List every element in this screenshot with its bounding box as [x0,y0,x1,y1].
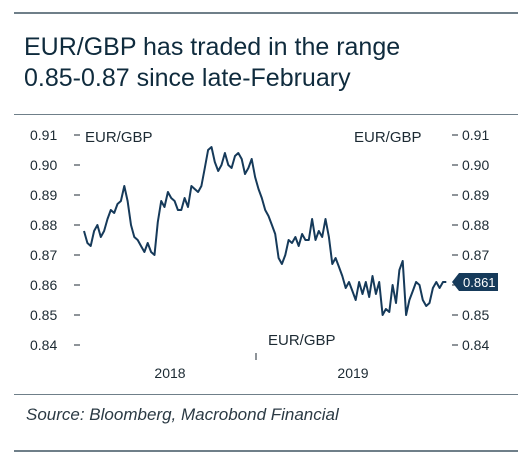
left-axis-label: EUR/GBP [85,129,153,146]
top-rule [14,12,518,14]
x-tick-label: 2018 [154,365,185,381]
x-tick-label: 2019 [337,365,368,381]
chart-card [14,12,518,453]
eurgbp-series-line [83,146,447,316]
right-axis-label: EUR/GBP [354,129,422,146]
right-axis: 0.840.850.860.870.880.890.900.91 [452,127,489,353]
left-tick-label: 0.85 [30,307,57,323]
left-tick-label: 0.91 [30,127,57,143]
left-tick-label: 0.84 [30,337,57,353]
right-tick-label: 0.88 [462,217,489,233]
right-tick-label: 0.91 [462,127,489,143]
left-tick-label: 0.89 [30,187,57,203]
last-value-badge-shape [452,273,498,291]
left-tick-label: 0.87 [30,247,57,263]
bottom-series-label: EUR/GBP [268,332,336,349]
right-tick-label: 0.90 [462,157,489,173]
last-value-badge: 0.861 [452,273,498,291]
chart-title-line-1: EUR/GBP has traded in the range [24,33,401,61]
left-tick-label: 0.88 [30,217,57,233]
left-tick-label: 0.86 [30,277,57,293]
title-divider [14,114,518,115]
source-note: Source: Bloomberg, Macrobond Financial [26,405,339,424]
right-tick-label: 0.89 [462,187,489,203]
right-tick-label: 0.84 [462,337,489,353]
source-divider [14,394,518,395]
last-value-label: 0.861 [463,275,496,290]
chart-title-line-2: 0.85-0.87 since late-February [24,64,351,92]
right-tick-label: 0.85 [462,307,489,323]
left-axis: 0.84 0.85 0.86 0.87 0.88 0.89 0.90 0.91 [30,127,80,353]
x-axis: 2018 2019 [154,353,369,381]
right-tick-label: 0.87 [462,247,489,263]
left-tick-label: 0.90 [30,157,57,173]
chart-title: EUR/GBP has traded in the range 0.85-0.8… [24,32,504,94]
bottom-rule [14,450,518,452]
